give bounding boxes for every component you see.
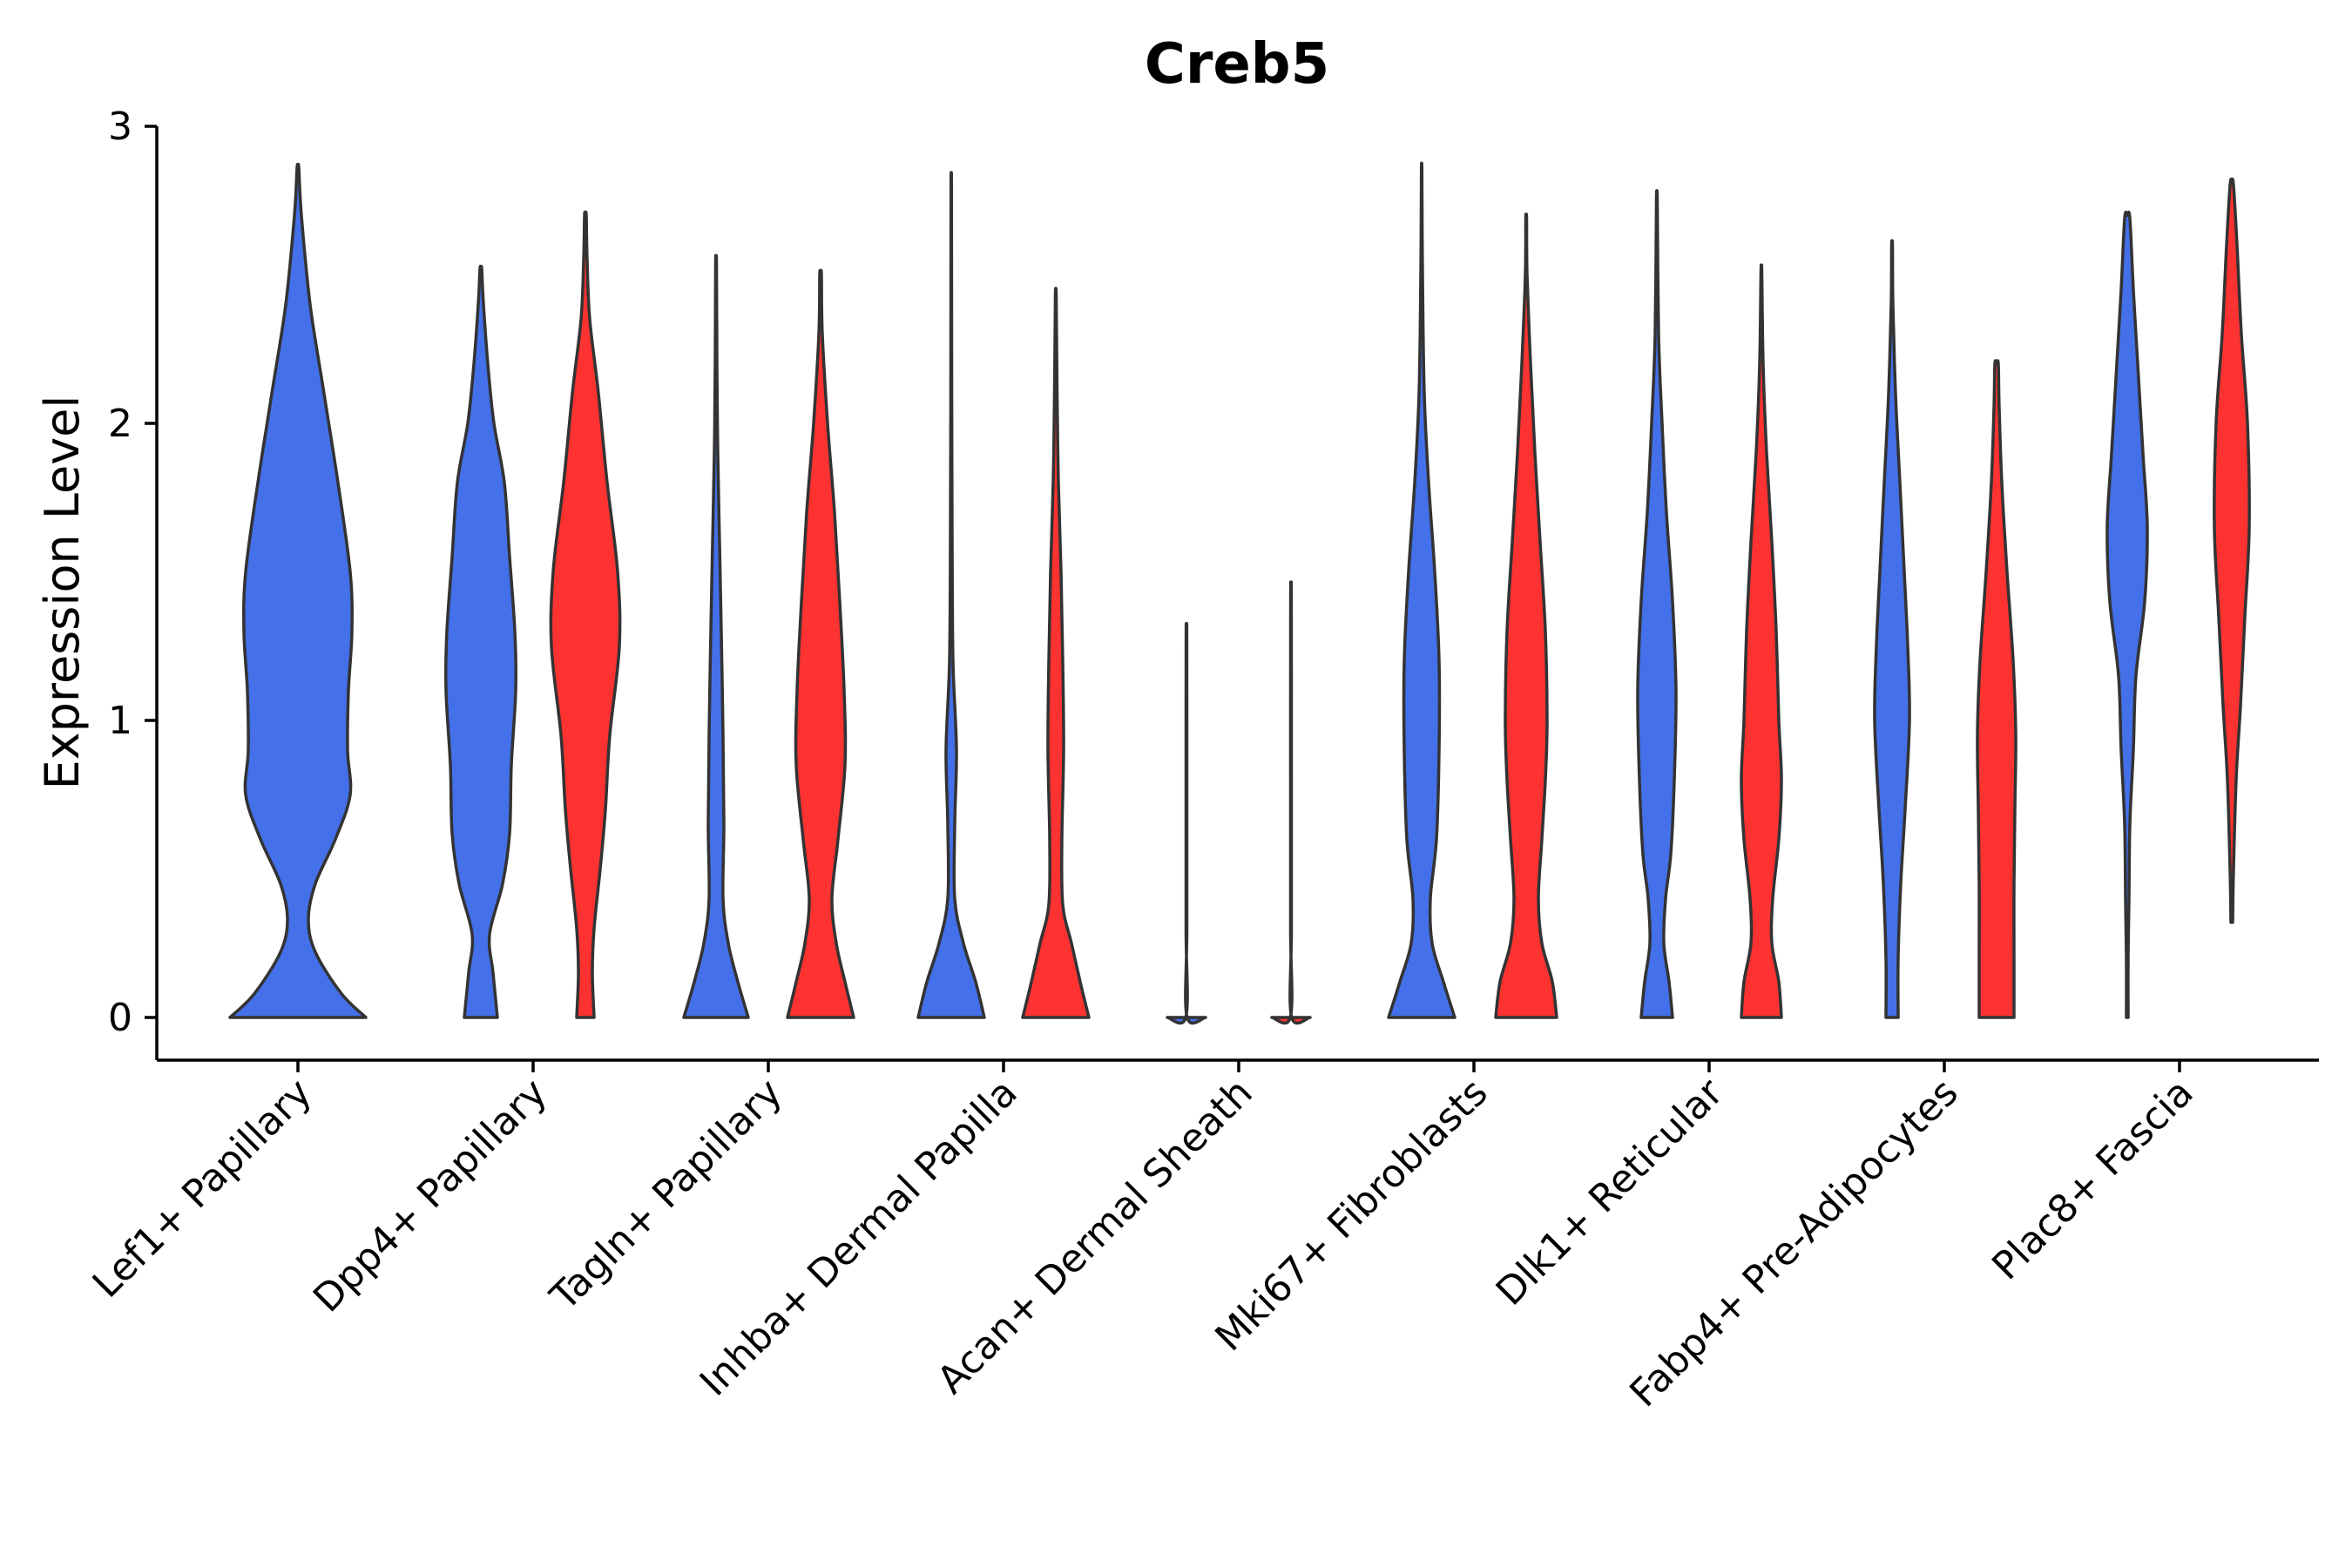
x-tick-label: Lef1+ Papillary [84,1071,321,1307]
violin-red [1021,287,1091,1019]
violin-red [2213,177,2251,924]
violin-blue [2105,210,2149,1019]
x-tick-label: Mki67+ Fibroblasts [1206,1071,1496,1360]
violins-layer [228,161,2251,1025]
y-tick-label: 1 [108,699,132,743]
x-tick-label: Plac8+ Fascia [1984,1071,2202,1289]
violin-blue [682,253,750,1019]
x-tick-label: Tagln+ Papillary [542,1071,791,1320]
x-tick-label: Dlk1+ Reticular [1488,1070,1733,1315]
violin-blue [1166,622,1207,1025]
y-ticks: 0 1 2 3 [108,105,157,1040]
violin-red [1494,213,1558,1019]
y-tick-label: 3 [108,105,132,149]
violin-blue [228,162,368,1019]
violin-red [1976,359,2017,1019]
x-tick-label: Dpp4+ Papillary [305,1071,556,1321]
violin-blue [1636,189,1678,1019]
violin-red [1270,580,1312,1025]
violin-blue [1873,239,1911,1019]
y-tick-label: 2 [108,402,132,446]
chart-title: Creb5 [1145,32,1329,97]
violin-red [549,210,622,1019]
y-tick-label: 0 [108,996,132,1040]
violin-red [786,268,855,1019]
y-axis-label: Expression Level [35,395,90,790]
violin-blue [443,264,518,1019]
violin-blue [916,171,986,1019]
violin-red [1740,263,1783,1019]
violin-blue [1387,161,1456,1019]
